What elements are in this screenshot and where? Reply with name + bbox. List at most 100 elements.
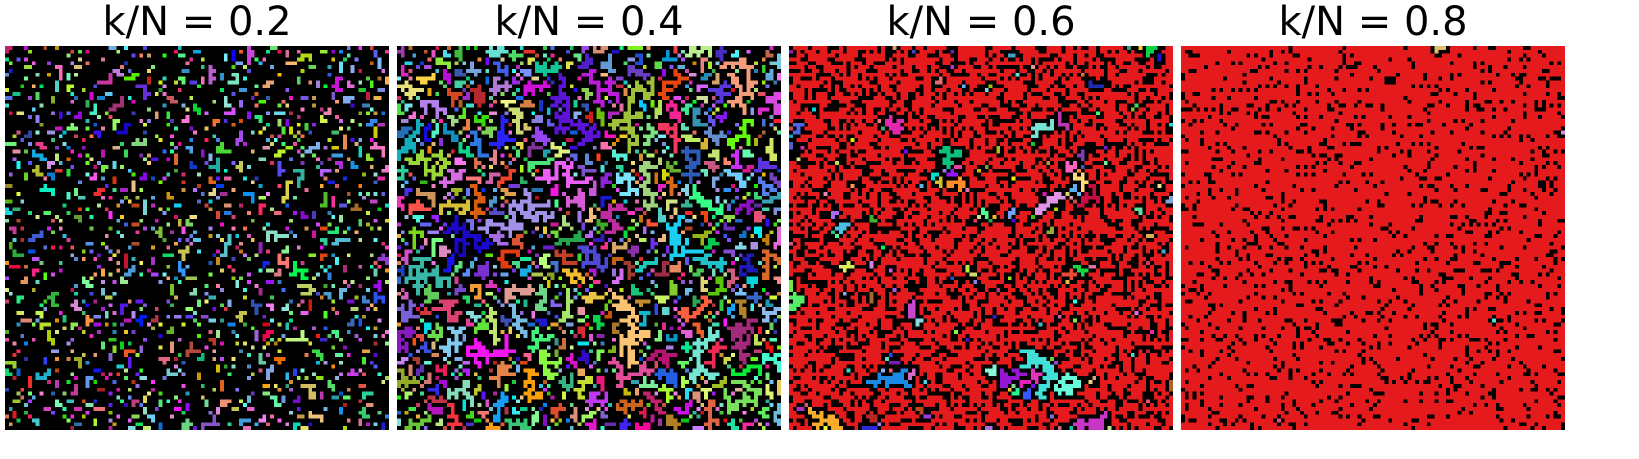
cluster bbox=[604, 422, 616, 427]
cluster bbox=[692, 253, 728, 273]
cluster bbox=[304, 376, 309, 381]
cluster bbox=[150, 226, 155, 231]
cluster bbox=[719, 353, 724, 358]
cluster bbox=[408, 76, 413, 81]
cluster bbox=[592, 203, 597, 208]
cluster bbox=[70, 49, 75, 54]
cluster bbox=[585, 111, 593, 123]
cluster bbox=[162, 84, 167, 89]
cluster bbox=[204, 203, 209, 208]
cluster bbox=[81, 145, 86, 150]
cluster bbox=[1011, 176, 1016, 181]
cluster bbox=[412, 387, 417, 392]
cluster bbox=[12, 149, 21, 154]
cluster bbox=[757, 303, 762, 308]
cluster bbox=[235, 234, 240, 238]
cluster bbox=[177, 46, 182, 50]
cluster bbox=[773, 207, 781, 215]
cluster bbox=[166, 326, 174, 334]
cluster bbox=[535, 226, 540, 231]
cluster bbox=[296, 414, 305, 419]
cluster bbox=[877, 118, 882, 123]
cluster bbox=[765, 364, 770, 369]
cluster bbox=[147, 153, 151, 158]
cluster bbox=[304, 142, 320, 154]
cluster bbox=[773, 222, 778, 227]
cluster bbox=[331, 284, 336, 288]
cluster bbox=[708, 80, 732, 104]
cluster bbox=[319, 245, 324, 250]
cluster bbox=[404, 188, 413, 196]
cluster bbox=[1030, 65, 1035, 70]
cluster bbox=[473, 257, 478, 262]
cluster bbox=[258, 353, 267, 365]
cluster bbox=[454, 368, 459, 373]
cluster bbox=[89, 249, 94, 254]
cluster bbox=[1161, 249, 1166, 254]
cluster bbox=[1007, 207, 1016, 219]
cluster bbox=[208, 65, 217, 85]
cluster bbox=[573, 376, 593, 400]
cluster bbox=[208, 153, 213, 162]
cluster bbox=[493, 61, 509, 77]
cluster bbox=[300, 145, 305, 150]
cluster bbox=[70, 426, 75, 430]
cluster bbox=[296, 115, 301, 119]
cluster bbox=[335, 115, 340, 119]
cluster bbox=[85, 207, 90, 212]
cluster bbox=[404, 149, 451, 181]
cluster bbox=[223, 53, 228, 62]
cluster bbox=[281, 334, 286, 338]
cluster bbox=[946, 176, 966, 192]
cluster bbox=[58, 310, 63, 315]
cluster bbox=[131, 222, 140, 227]
cluster bbox=[381, 165, 389, 173]
cluster bbox=[5, 95, 13, 100]
cluster bbox=[181, 360, 186, 365]
cluster bbox=[462, 426, 467, 430]
cluster bbox=[612, 337, 616, 342]
cluster bbox=[74, 257, 78, 262]
cluster bbox=[673, 207, 678, 215]
cluster bbox=[139, 272, 144, 277]
cluster bbox=[58, 218, 63, 223]
cluster bbox=[101, 195, 105, 200]
cluster bbox=[101, 280, 105, 285]
cluster bbox=[127, 245, 132, 250]
cluster bbox=[838, 261, 855, 273]
cluster bbox=[685, 95, 689, 100]
cluster bbox=[635, 122, 639, 127]
cluster bbox=[385, 280, 389, 285]
cluster bbox=[120, 276, 128, 285]
cluster bbox=[1065, 280, 1070, 285]
cluster bbox=[466, 176, 482, 185]
cluster bbox=[416, 349, 421, 354]
cluster bbox=[761, 130, 766, 135]
cluster bbox=[734, 199, 755, 215]
cluster bbox=[266, 138, 270, 142]
cluster bbox=[638, 257, 643, 262]
cluster bbox=[358, 69, 363, 73]
cluster bbox=[77, 57, 82, 62]
cluster bbox=[473, 318, 490, 334]
cluster bbox=[365, 118, 378, 127]
cluster bbox=[173, 295, 178, 300]
cluster bbox=[66, 191, 71, 200]
cluster bbox=[443, 222, 447, 227]
cluster bbox=[335, 99, 340, 104]
cluster bbox=[246, 353, 251, 358]
cluster bbox=[166, 314, 171, 319]
cluster bbox=[339, 118, 343, 123]
cluster bbox=[573, 287, 578, 292]
cluster bbox=[723, 295, 728, 300]
cluster bbox=[734, 218, 743, 223]
cluster bbox=[489, 230, 509, 246]
cluster bbox=[612, 142, 616, 146]
cluster bbox=[93, 380, 98, 384]
cluster bbox=[765, 330, 770, 334]
cluster bbox=[97, 161, 101, 166]
cluster bbox=[665, 145, 670, 150]
cluster bbox=[416, 307, 421, 311]
cluster bbox=[654, 249, 659, 254]
cluster bbox=[589, 326, 593, 331]
